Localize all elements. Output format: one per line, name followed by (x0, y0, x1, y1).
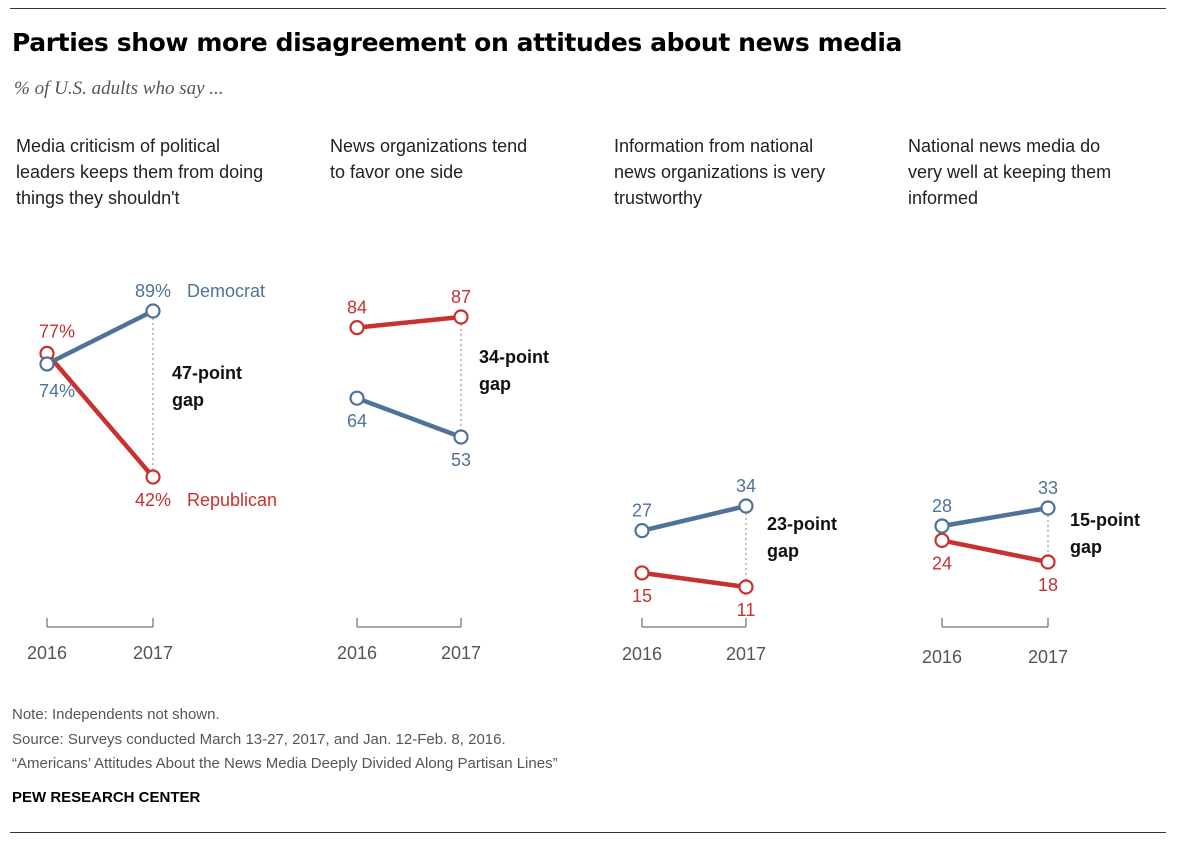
footer-org: PEW RESEARCH CENTER (12, 789, 201, 806)
panel-2-democrat-value-label-0: 64 (347, 411, 367, 431)
panel-4-democrat-point-1 (1040, 500, 1056, 516)
panel-3-tick-label-0: 2016 (622, 644, 662, 664)
panel-4-gap-label-line-1: 15-point (1070, 510, 1140, 530)
panel-2-gap-label-line-2: gap (479, 374, 511, 394)
panel-1-gap-label-line-2: gap (172, 390, 204, 410)
panel-4-democrat-value-label-0: 28 (932, 496, 952, 516)
panel-1-republican-value-label-0: 77% (39, 321, 75, 341)
panel-4-tick-label-0: 2016 (922, 647, 962, 667)
panel-2-republican-value-label-1: 87 (451, 287, 471, 307)
chart-title: Parties show more disagreement on attitu… (12, 28, 902, 57)
panel-2-republican-line (354, 314, 464, 330)
panel-1-republican-value-label-1: 42% (135, 490, 171, 510)
panel-1-democrat-value-label-1: 89% (135, 281, 171, 301)
panel-2-tick-label-0: 2016 (337, 643, 377, 663)
panel-2-democrat-value-label-1: 53 (451, 450, 471, 470)
panel-4-title: National news media do very well at keep… (908, 136, 1112, 208)
panel-1-democrat-point-0 (39, 356, 55, 372)
panel-3-republican-line (639, 570, 749, 590)
panel-3-republican-value-label-1: 11 (737, 600, 756, 620)
bottom-rule (10, 832, 1166, 833)
top-rule (10, 8, 1166, 9)
panel-1-republican-line (44, 351, 156, 480)
democrat-series-label: Democrat (187, 281, 265, 301)
panel-4-republican-line (939, 538, 1051, 565)
panel-3-tick-label-1: 2017 (726, 644, 766, 664)
panel-3-democrat-value-label-1: 34 (736, 476, 756, 496)
panel-2-republican-value-label-0: 84 (347, 298, 367, 318)
panel-4-republican-value-label-1: 18 (1038, 575, 1058, 595)
panel-4-democrat-point-0 (934, 518, 950, 534)
panel-1-tick-label-1: 2017 (133, 643, 173, 663)
footer-source: Source: Surveys conducted March 13-27, 2… (12, 731, 506, 748)
panel-3-democrat-point-1 (738, 498, 754, 514)
panel-3-democrat-value-label-0: 27 (632, 501, 652, 521)
panel-1-democrat-value-label-0: 74% (39, 381, 75, 401)
panel-3-gap-label-line-2: gap (767, 541, 799, 561)
panel-3-gap-label-line-1: 23-point (767, 514, 837, 534)
panel-2-title: News organizations tend to favor one sid… (330, 136, 528, 182)
panel-1-republican-point-1 (145, 469, 161, 485)
chart-subtitle: % of U.S. adults who say ... (14, 78, 224, 99)
panel-1-gap-label-line-1: 47-point (172, 363, 242, 383)
footer-report: “Americans’ Attitudes About the News Med… (12, 755, 558, 772)
panel-1-democrat-point-1 (145, 303, 161, 319)
panel-3-title: Information from national news organizat… (614, 136, 826, 208)
panel-4-gap-label-line-2: gap (1070, 537, 1102, 557)
footer-note: Note: Independents not shown. (12, 706, 220, 723)
panel-3-democrat-line (639, 503, 749, 533)
panel-4-republican-point-0 (934, 532, 950, 549)
panel-2-gap-label-line-1: 34-point (479, 347, 549, 367)
panel-2-tick-label-1: 2017 (441, 643, 481, 663)
panel-4-tick-label-1: 2017 (1028, 647, 1068, 667)
panel-2-republican-point-0 (349, 319, 365, 336)
panel-2-democrat-point-0 (349, 390, 365, 406)
panel-1-tick-label-0: 2016 (27, 643, 67, 663)
panel-1-democrat-line (44, 308, 156, 367)
panel-3-republican-point-0 (634, 565, 650, 581)
panel-4-democrat-value-label-1: 33 (1038, 478, 1058, 498)
panel-3-republican-value-label-0: 15 (632, 586, 652, 606)
panel-2-democrat-point-1 (453, 429, 469, 445)
panel-1-title: Media criticism of political leaders kee… (16, 136, 264, 208)
panel-3-democrat-point-0 (634, 523, 650, 539)
panel-3-republican-point-1 (738, 579, 754, 595)
panel-2-democrat-line (354, 395, 464, 440)
panel-4-democrat-line (939, 505, 1051, 529)
republican-series-label: Republican (187, 490, 277, 510)
panel-4-republican-value-label-0: 24 (932, 553, 952, 573)
panel-2-republican-point-1 (453, 309, 469, 325)
panel-4-republican-point-1 (1040, 554, 1056, 570)
